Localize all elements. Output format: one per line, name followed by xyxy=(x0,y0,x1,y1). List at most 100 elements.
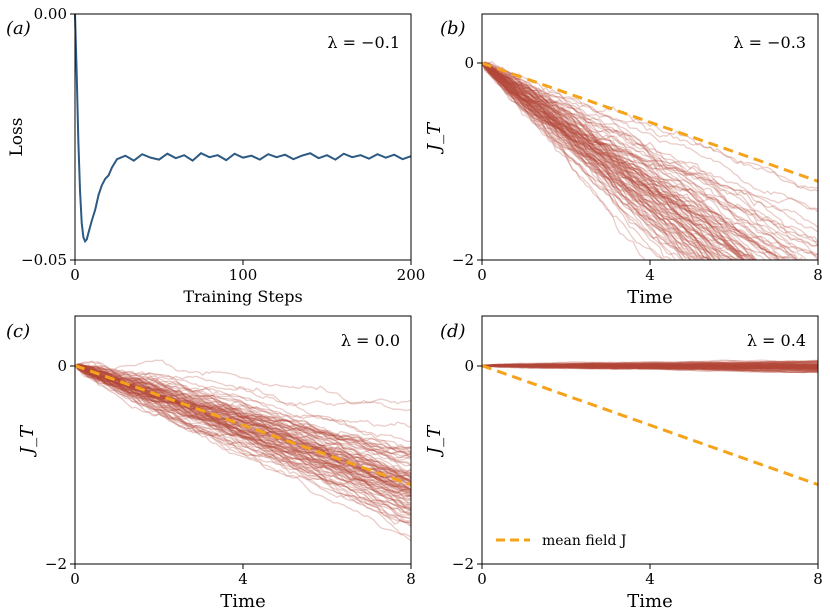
panel-c-trajectory xyxy=(75,365,411,491)
panel-d-trajectory xyxy=(482,363,818,372)
panel-c-trajectory xyxy=(75,365,411,538)
panel-c-trajectory xyxy=(75,364,411,480)
panel-b-trajectory xyxy=(482,62,818,190)
panel-d-trajectory xyxy=(482,364,818,369)
panel-b-trajectory xyxy=(482,62,732,260)
panel-c-trajectory xyxy=(75,364,411,510)
panel-c-trajectory xyxy=(75,364,411,450)
panel-b-trajectory xyxy=(482,62,773,260)
panel-b-trajectory xyxy=(482,62,710,260)
panel-d-trajectory xyxy=(482,364,818,371)
panel-c-trajectory xyxy=(75,365,411,475)
panel-d-trajectory xyxy=(482,364,818,370)
panel-b-trajectory xyxy=(482,62,735,260)
panel-d-trajectory xyxy=(482,364,818,370)
panel-d-trajectory xyxy=(482,364,818,368)
panel-d-ytick-label-neg2: −2 xyxy=(452,555,474,573)
panel-d-trajectory xyxy=(482,362,818,367)
panel-d-trajectory xyxy=(482,363,818,368)
panel-d-trajectory xyxy=(482,362,818,368)
panel-b-trajectory xyxy=(482,62,715,260)
panel-b-trajectory xyxy=(482,62,783,260)
panel-c: 0 −2 0 4 8 Time J_T (c) λ = 0.0 xyxy=(6,315,416,612)
panel-d-trajectory xyxy=(482,364,818,368)
panel-b-trajectory xyxy=(482,62,746,260)
panel-b-trajectory xyxy=(482,62,818,257)
panel-a-plot xyxy=(74,13,412,244)
panel-b-trajectory xyxy=(482,62,772,260)
panel-c-trajectory xyxy=(75,365,411,454)
panel-d-xtick-label-0: 0 xyxy=(477,570,487,588)
panel-b-trajectory xyxy=(482,62,706,260)
panel-d-trajectory xyxy=(482,360,818,367)
panel-c-trajectory xyxy=(75,365,411,511)
panel-d-trajectory xyxy=(482,363,818,369)
panel-c-trajectory xyxy=(75,364,411,497)
panel-c-trajectory xyxy=(75,364,411,493)
panel-b-trajectory xyxy=(482,62,818,247)
panel-d-trajectory xyxy=(482,363,818,370)
panel-b-trajectory xyxy=(482,62,747,260)
panel-b-trajectory xyxy=(482,62,704,260)
panel-c-trajectory xyxy=(75,360,411,472)
legend-label: mean field J xyxy=(542,533,627,549)
panel-c-plot xyxy=(75,359,411,542)
panel-c-trajectory xyxy=(75,364,411,479)
panel-d-trajectory xyxy=(482,362,818,367)
panel-b-trajectory xyxy=(482,62,706,260)
panel-c-ytick-label-0: 0 xyxy=(57,357,67,375)
panel-d-trajectory xyxy=(482,364,818,370)
panel-c-trajectory xyxy=(75,365,411,489)
panel-d-trajectory xyxy=(482,361,818,367)
panel-c-trajectory xyxy=(75,365,411,476)
panel-c-trajectory xyxy=(75,365,411,498)
panel-c-trajectory xyxy=(75,364,411,482)
panel-d-trajectory xyxy=(482,363,818,368)
panel-b-trajectory xyxy=(482,61,758,260)
panel-d-trajectory xyxy=(482,361,818,368)
panel-b-trajectory xyxy=(482,62,736,260)
panel-d-trajectory xyxy=(482,364,818,369)
panel-c-trajectory xyxy=(75,364,411,495)
panel-b-trajectory xyxy=(482,62,721,260)
panel-a-series-loss xyxy=(74,13,412,244)
panel-b-trajectory xyxy=(482,62,701,260)
panel-d-trajectory xyxy=(482,364,818,369)
panel-b-trajectory xyxy=(482,62,676,260)
panel-b-trajectory xyxy=(482,61,717,260)
panel-d-trajectory xyxy=(482,362,818,367)
panel-b-trajectory xyxy=(482,62,716,260)
panel-d-trajectory xyxy=(482,364,818,371)
panel-c-trajectory xyxy=(75,364,411,488)
panel-b-trajectory xyxy=(482,60,818,228)
panel-c-trajectory xyxy=(75,364,411,493)
panel-b-trajectory xyxy=(482,62,664,260)
panel-c-trajectory xyxy=(75,364,411,515)
panel-a-xtick-label-2: 200 xyxy=(397,266,426,284)
panel-c-ytick-label-neg2: −2 xyxy=(45,555,67,573)
panel-c-trajectory xyxy=(75,364,411,494)
panel-b-trajectory xyxy=(482,62,699,260)
panel-d-trajectory xyxy=(482,364,818,373)
panel-c-trajectory xyxy=(75,365,411,512)
panel-b-trajectory xyxy=(482,62,768,260)
panel-b-trajectory xyxy=(482,62,752,260)
panel-c-trajectory xyxy=(75,364,411,495)
panel-c-trajectory xyxy=(75,365,411,473)
panel-b-trajectory xyxy=(482,62,738,260)
panel-d-trajectory xyxy=(482,364,818,374)
panel-d-trajectory xyxy=(482,363,818,367)
panel-b-trajectory xyxy=(482,62,780,260)
panel-b-trajectory xyxy=(482,62,740,260)
panel-b-trajectory xyxy=(482,62,818,243)
panel-d-trajectory xyxy=(482,363,818,370)
panel-b-trajectory xyxy=(482,62,733,260)
panel-d-trajectory xyxy=(482,360,818,367)
panel-c-trajectory xyxy=(75,365,411,497)
panel-b-trajectory xyxy=(482,62,743,260)
panel-c-trajectory xyxy=(75,365,411,517)
panel-d-trajectory xyxy=(482,364,818,372)
panel-c-trajectory xyxy=(75,364,411,486)
panel-c-tag: (c) xyxy=(6,321,30,342)
panel-d-trajectory xyxy=(482,364,818,369)
